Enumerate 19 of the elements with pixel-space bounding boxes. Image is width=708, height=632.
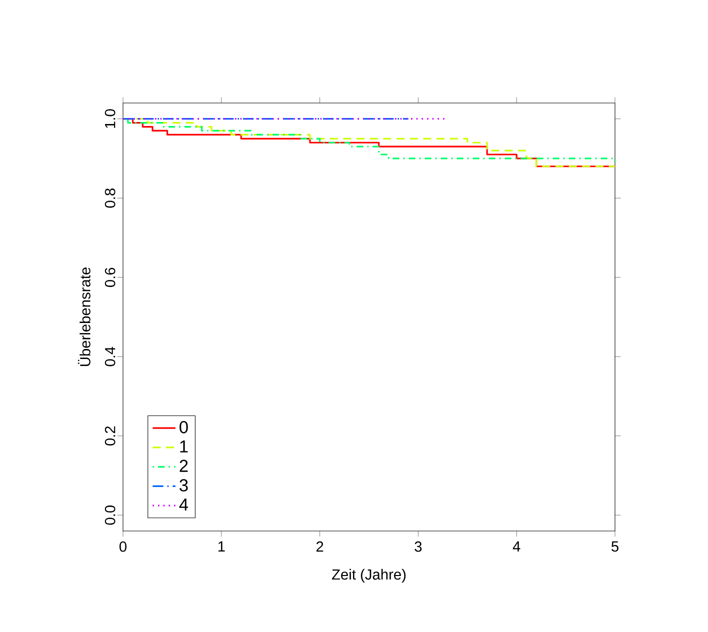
x-axis-title: Zeit (Jahre)	[332, 568, 406, 583]
y-tick-label: 0.4	[104, 346, 116, 366]
x-tick-label: 5	[612, 541, 618, 552]
y-tick-label: 0.0	[104, 506, 116, 525]
y-tick-label: 1.0	[104, 109, 116, 128]
y-tick-label: 0.2	[104, 426, 116, 446]
y-axis-title: Überlebensrate	[78, 268, 90, 366]
legend-label: 1	[180, 440, 188, 452]
legend-label: 2	[180, 460, 188, 472]
x-tick-label: 1	[218, 541, 225, 552]
legend-label: 4	[179, 498, 188, 511]
y-tick-label: 0.8	[104, 188, 116, 208]
legend-label: 0	[180, 421, 188, 434]
x-tick-label: 0	[119, 541, 126, 552]
x-tick-label: 3	[414, 541, 422, 552]
y-tick-label: 0.6	[104, 268, 116, 287]
x-tick-label: 4	[512, 541, 520, 552]
x-tick-label: 2	[316, 541, 324, 552]
legend-label: 3	[180, 479, 188, 492]
